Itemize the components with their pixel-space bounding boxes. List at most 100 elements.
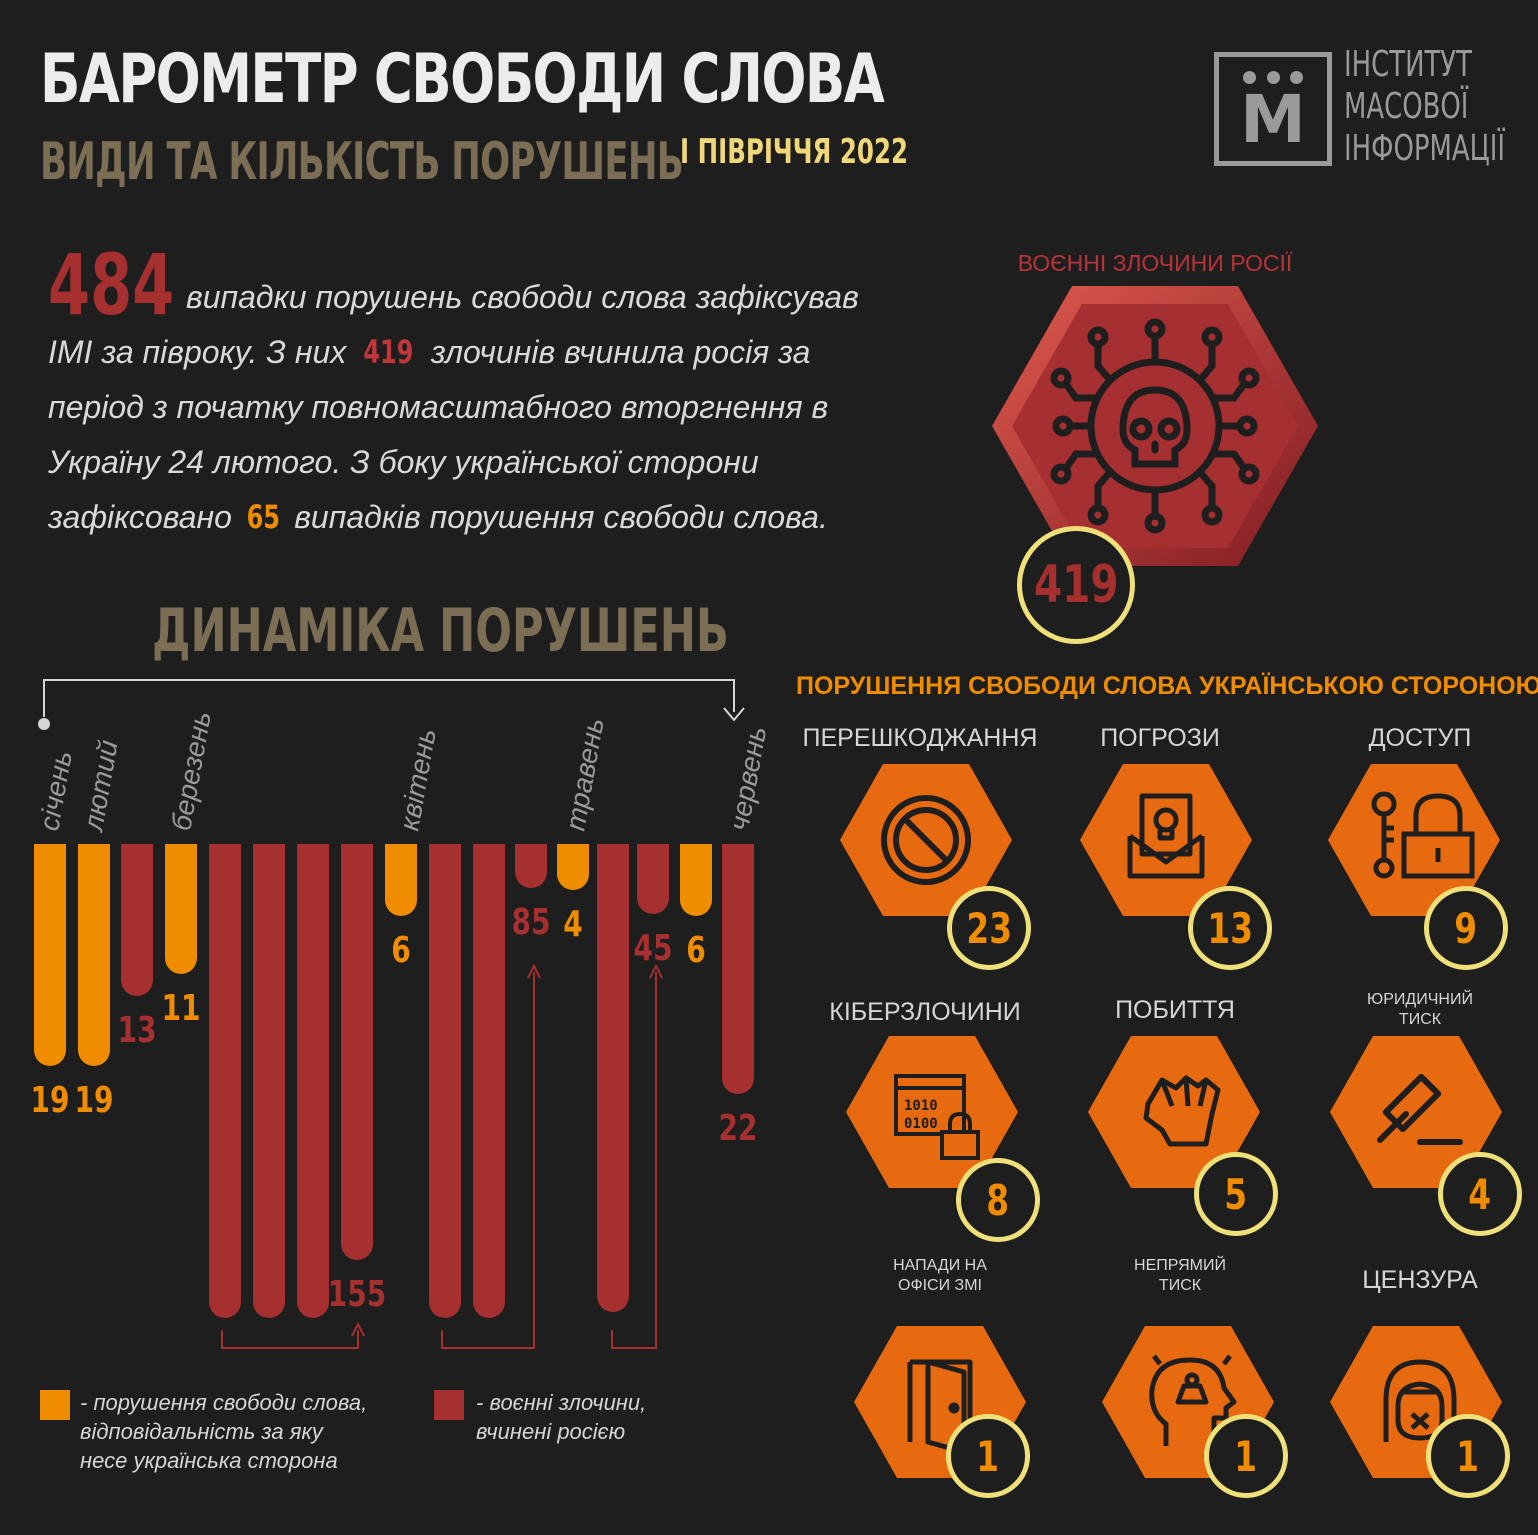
summary-line-2a: ІМІ за півроку. З них [48,334,347,370]
legend-ru-line-1: - воєнні злочини, [476,1390,647,1415]
legend-ua-line-1: - порушення свободи слова, [80,1390,368,1415]
bar-ua [680,844,712,916]
cat-label-threats: ПОГРОЗИ [1100,724,1220,752]
bar-value-label: 6 [686,929,706,971]
legend-ru-swatch [434,1390,464,1420]
month-label: червень [723,724,772,833]
imi-logo: М [1214,52,1332,166]
may-bracket-arrow [649,963,663,979]
bar-ua [385,844,417,916]
value-censorship: 1 [1456,1431,1480,1481]
summary-line-3: період з початку повномасштабного вторгн… [48,389,829,425]
threat-letter-icon [1127,793,1205,879]
head-weight-icon [1149,1354,1237,1446]
logo-line-2: МАСОВОЇ [1344,86,1469,127]
hex-censorship [1330,1326,1502,1478]
bar-ru [722,844,754,1094]
dynamics-chart: січень лютий березень квітень травень червень… [30,679,772,1349]
hex-threats [1080,764,1252,916]
dynamics-bracket-arrow [723,707,745,722]
value-legal: 4 [1468,1169,1492,1219]
bar-ru [341,844,373,1260]
summary-line-4: Україну 24 лютого. З боку української ст… [48,444,759,480]
russia-count-inline: 419 [363,333,414,371]
bar-ru [253,844,285,1318]
value-office-attacks: 1 [976,1431,1000,1481]
value-badge-censorship: 1 [1426,1414,1510,1498]
bar-ru [121,844,153,996]
binary-lock-icon: 1010 0100 [894,1074,980,1160]
page-subtitle: ВИДИ ТА КІЛЬКІСТЬ ПОРУШЕНЬ [40,132,684,192]
month-label: лютий [77,737,124,835]
russia-count-value: 419 [1033,555,1119,615]
value-access: 9 [1454,903,1478,953]
value-badge-access: 9 [1424,886,1508,970]
legend-ru-line-2: вчинені росією [476,1419,626,1444]
april-bracket [441,972,535,1349]
russia-crimes-label: ВОЄННІ ЗЛОЧИНИ РОСІЇ [1017,250,1293,276]
value-badge-obstruction: 23 [947,886,1031,970]
bar-value-label: 19 [30,1079,69,1121]
cat-label-legal: ЮРИДИЧНИЙ ТИСК [1367,991,1473,1028]
ua-hexagons: 1010 0100 [840,764,1502,1478]
value-badge-beating: 5 [1194,1152,1278,1236]
legend-ru-text: - воєнні злочини, вчинені росією [476,1388,646,1446]
value-beating: 5 [1224,1169,1248,1219]
bar-ua [34,844,66,1066]
logo-letter: М [1240,81,1306,158]
prohibition-icon [881,795,971,885]
fist-icon [1143,1075,1221,1147]
month-label: травень [559,716,609,834]
month-label: квітень [393,726,441,833]
cat-label-beating: ПОБИТТЯ [1115,996,1235,1024]
bar-value-label: 22 [718,1107,757,1149]
value-badge-threats: 13 [1188,886,1272,970]
summary-line-5a: зафіксовано [48,499,232,535]
bar-value-label: 13 [117,1009,156,1051]
bar-value-label: 11 [161,987,200,1029]
logo-text: ІНСТИТУТ МАСОВОЇ ІНФОРМАЦІЇ [1344,44,1505,170]
logo-dots [1243,71,1303,84]
ukraine-count-inline: 65 [246,498,280,536]
bar-ru [515,844,547,888]
censored-face-icon [1383,1359,1457,1442]
svg-text:1010: 1010 [904,1098,938,1114]
value-obstruction: 23 [966,903,1012,953]
value-badge-indirect: 1 [1204,1414,1288,1498]
logo-line-3: ІНФОРМАЦІЇ [1344,128,1505,169]
value-badge-office-attacks: 1 [946,1414,1030,1498]
value-badge-cybercrime: 8 [956,1158,1040,1242]
legend-ua-text: - порушення свободи слова, відповідальні… [80,1388,367,1475]
value-cybercrime: 8 [986,1175,1010,1225]
bar-ru [473,844,505,1318]
bar-value-label: 19 [74,1079,113,1121]
hex-beating [1088,1036,1260,1188]
legend-ua-line-3: несе українська сторона [80,1448,338,1473]
gavel-icon [1377,1073,1463,1145]
bar-value-label: 155 [328,1273,387,1315]
page-title: БАРОМЕТР СВОБОДИ СЛОВА [40,40,885,119]
hex-indirect [1102,1326,1274,1478]
bar-value-label: 4 [563,903,583,945]
bar-ua [557,844,589,890]
cat-label-censorship: ЦЕНЗУРА [1362,1266,1478,1294]
bar-ua [78,844,110,1066]
logo-line-1: ІНСТИТУТ [1344,44,1472,85]
cat-label-office-attacks: НАПАДИ НА ОФІСИ ЗМІ [893,1257,987,1294]
value-threats: 13 [1207,903,1253,953]
value-indirect: 1 [1234,1431,1258,1481]
hex-obstruction [840,764,1012,916]
march-bracket [221,1330,359,1349]
hex-legal [1330,1036,1502,1188]
skull-virus-icon [1050,318,1260,534]
legend-ua-line-2: відповідальність за яку [80,1419,323,1444]
russia-hexagon [992,286,1318,566]
russia-count-badge: 419 [1017,526,1135,644]
bar-value-label: 85 [511,901,550,943]
may-bracket [611,972,657,1349]
svg-text:0100: 0100 [904,1116,938,1132]
april-bracket-arrow [527,963,541,979]
march-bracket-arrow [351,1321,365,1337]
hex-access [1328,764,1500,916]
key-lock-icon [1371,791,1475,879]
